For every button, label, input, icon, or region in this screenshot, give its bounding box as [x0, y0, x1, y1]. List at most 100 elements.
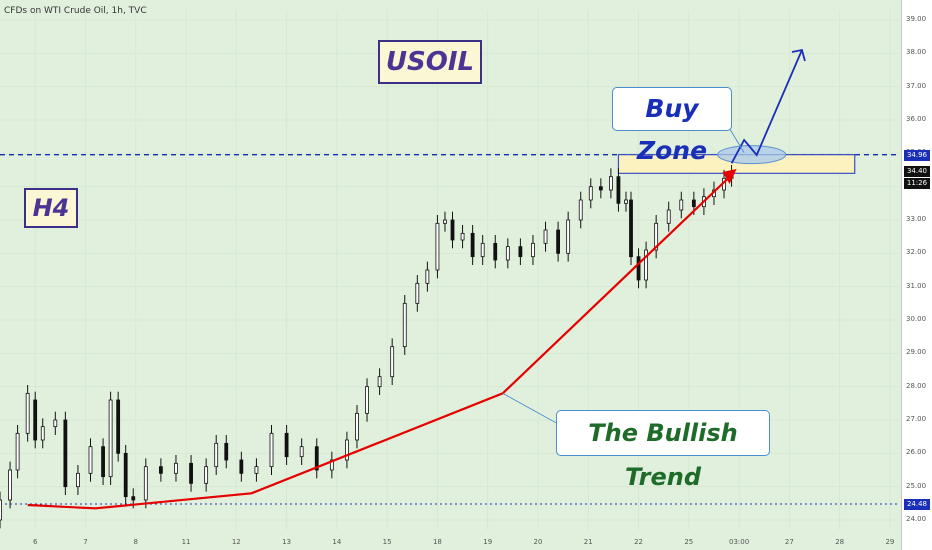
candle [377, 376, 382, 388]
price-tick-label: 33.00 [906, 215, 927, 223]
candle [101, 446, 105, 478]
time-tick-label: 12 [231, 538, 241, 546]
trend-callout: The Bullish Trend [556, 410, 770, 491]
time-tick-label: 03:00 [729, 538, 750, 546]
candle [33, 399, 38, 441]
price-tick-label: 32.00 [906, 248, 927, 257]
price-axis[interactable]: 24.00 25.00 26.00 27.00 28.00 29.00 30.00 31.00… [901, 0, 932, 550]
candle [480, 242, 485, 258]
price-tick-label: 38.00 [906, 48, 927, 57]
time-tick-label: 27 [784, 538, 794, 546]
candle [25, 392, 30, 434]
candle [365, 386, 369, 414]
candle [543, 229, 548, 244]
trend-curve [27, 169, 737, 510]
candle [616, 176, 621, 204]
resistance-price-badge: 34.96 [904, 149, 930, 161]
candle [189, 462, 193, 484]
time-tick-label: 8 [133, 538, 138, 546]
candle [355, 412, 359, 441]
grid-lines [0, 10, 900, 530]
candle [63, 419, 68, 488]
trend-arrowhead [722, 169, 737, 184]
candle [598, 186, 603, 191]
time-tick-label: 15 [382, 538, 392, 546]
price-tick-label: 26.00 [906, 448, 927, 457]
candle [345, 439, 349, 461]
buy-zone-callout: Buy Zone [612, 87, 732, 165]
candle [505, 246, 510, 261]
time-tick-label: 20 [533, 538, 543, 546]
price-tick-label: 29.00 [906, 348, 927, 357]
candle [470, 232, 475, 258]
candles [0, 165, 734, 529]
candle [0, 499, 2, 521]
candle [460, 232, 465, 241]
time-tick-label: 14 [332, 538, 342, 546]
price-tick-label: 27.00 [906, 415, 927, 423]
time-tick-label: 19 [483, 538, 493, 546]
time-tick-label: 29 [885, 538, 895, 546]
time-tick-label: 7 [83, 538, 88, 546]
candle [518, 246, 523, 258]
candle [415, 282, 420, 304]
candle [204, 466, 209, 484]
candle [143, 466, 148, 501]
timeframe-label: H4 [24, 188, 78, 228]
support-price-badge: 24.48 [904, 499, 930, 510]
candle [636, 256, 641, 281]
candle [108, 399, 113, 478]
candle [608, 176, 613, 191]
projection-arrowhead [791, 48, 806, 62]
candle [314, 446, 319, 471]
projection-line [730, 49, 803, 164]
callout-leaders [502, 125, 745, 426]
time-tick-label: 28 [835, 538, 845, 546]
candle [224, 442, 229, 461]
candle [531, 242, 535, 258]
price-tick-label: 31.00 [906, 281, 927, 290]
candle [76, 472, 80, 488]
countdown-badge: 11:26 [904, 178, 930, 190]
candle [329, 459, 334, 471]
candle [578, 199, 583, 221]
time-tick-label: 13 [282, 538, 292, 546]
price-tick-label: 37.00 [906, 81, 927, 90]
candle [566, 219, 571, 254]
time-tick-label: 6 [32, 538, 38, 546]
candle [691, 199, 696, 208]
time-tick-label: 11 [181, 538, 191, 546]
candle [131, 496, 136, 501]
candle [402, 302, 407, 348]
candle [299, 446, 304, 458]
candle [679, 199, 684, 211]
candle [15, 432, 20, 471]
buy-zone-leader [727, 125, 745, 153]
candle [269, 432, 274, 468]
candle [450, 219, 455, 241]
candle [284, 432, 289, 458]
candle [588, 186, 593, 201]
candle [53, 419, 58, 428]
time-tick-label: 22 [634, 538, 644, 546]
price-tick-label: 39.00 [906, 15, 927, 23]
candle [629, 199, 633, 258]
current-price-badge: 34.40 [904, 166, 930, 178]
time-tick-label: 21 [583, 538, 593, 546]
candle [493, 242, 498, 261]
trend-leader [502, 392, 561, 426]
chart-title: CFDs on WTI Crude Oil, 1h, TVC [4, 6, 147, 16]
candle [556, 229, 561, 254]
trend-curve-path [27, 174, 733, 510]
candle [435, 222, 440, 271]
candle [239, 459, 244, 474]
price-tick-label: 25.00 [906, 481, 927, 490]
candle [390, 346, 395, 378]
price-tick-label: 24.00 [906, 515, 927, 523]
candle [214, 442, 219, 468]
candle [40, 426, 45, 441]
candle [624, 199, 628, 204]
candle [116, 399, 121, 454]
candle [644, 249, 648, 281]
